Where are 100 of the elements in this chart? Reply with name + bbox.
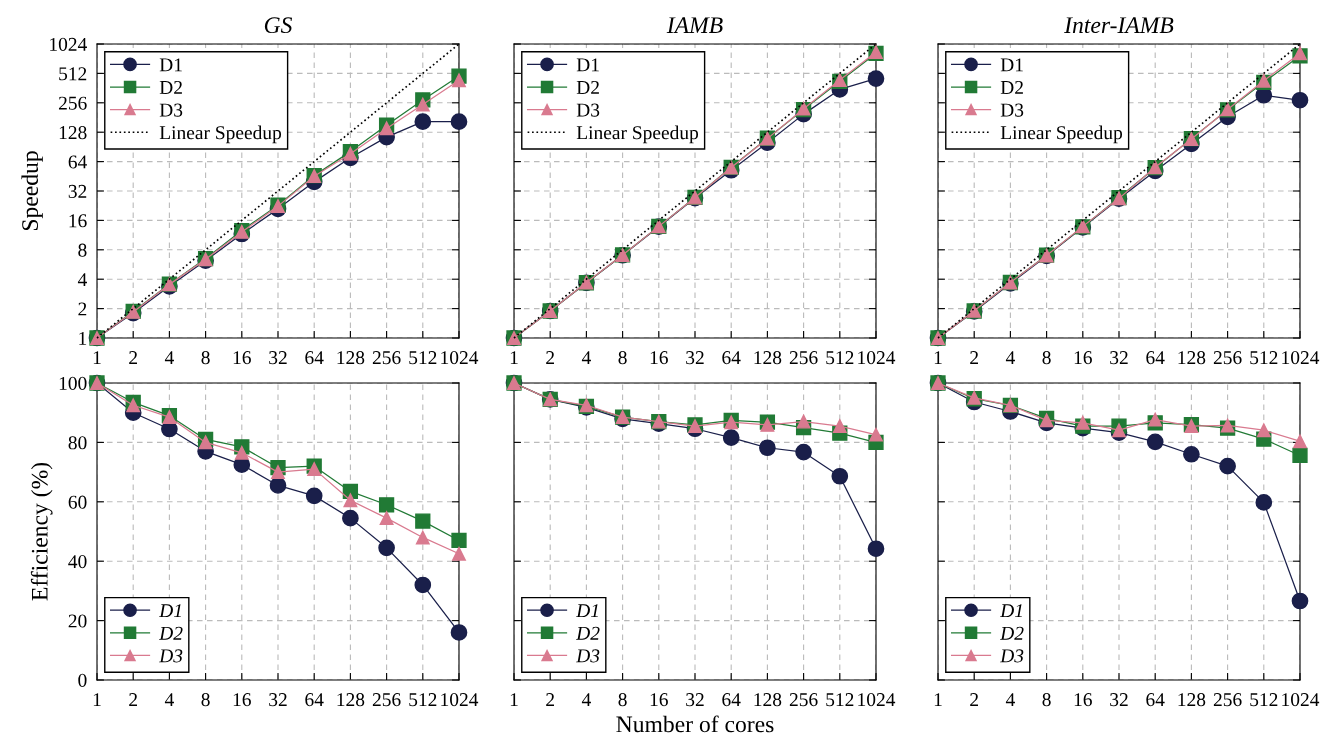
x-tick-label: 64 <box>1146 351 1165 365</box>
legend-label: D2 <box>159 80 182 94</box>
x-tick-label: 32 <box>269 693 287 707</box>
legend-label: D3 <box>576 103 600 117</box>
y-tick-label: 8 <box>78 243 87 257</box>
x-tick-label: 64 <box>1146 693 1165 707</box>
legend-label: D1 <box>1000 58 1023 72</box>
chart-title: IAMB <box>666 17 723 33</box>
x-tick-label: 16 <box>233 693 251 707</box>
x-tick-label: 8 <box>618 693 627 707</box>
x-tick-label: 256 <box>789 693 818 707</box>
y-tick-label: 256 <box>58 96 87 110</box>
chart-title: GS <box>264 17 293 34</box>
x-tick-label: 1 <box>934 351 942 364</box>
legend-label: D1 <box>1000 604 1022 618</box>
y-axis-title: Speedup <box>21 151 43 231</box>
y-tick-label: 128 <box>59 126 87 140</box>
x-tick-label: 4 <box>164 351 174 364</box>
x-tick-label: 64 <box>305 351 324 365</box>
y-tick-label: 80 <box>68 436 87 450</box>
legend-label: D2 <box>1000 80 1023 94</box>
x-tick-label: 128 <box>337 693 365 707</box>
x-tick-label: 256 <box>372 693 401 707</box>
y-tick-label: 512 <box>59 67 87 81</box>
x-tick-label: 64 <box>722 351 741 365</box>
x-tick-label: 512 <box>826 693 854 707</box>
x-tick-label: 32 <box>1110 351 1128 365</box>
y-tick-label: 32 <box>68 184 87 198</box>
legend-label: D3 <box>576 649 600 663</box>
x-tick-label: 128 <box>337 351 365 365</box>
x-tick-label: 4 <box>1005 351 1015 364</box>
legend-label: Linear Speedup <box>576 125 699 144</box>
chart-title: Inter-IAMB <box>1064 17 1174 34</box>
legend-label: D1 <box>159 604 181 618</box>
x-tick-label: 16 <box>650 351 668 365</box>
x-tick-label: 16 <box>650 693 668 707</box>
x-tick-label: 1 <box>93 693 101 706</box>
x-tick-label: 2 <box>970 693 978 706</box>
x-tick-label: 2 <box>546 351 554 364</box>
x-tick-label: 1 <box>934 693 942 706</box>
x-axis-title: Number of cores <box>616 715 774 733</box>
legend-label: D1 <box>576 604 598 618</box>
legend-label: D3 <box>1000 103 1024 117</box>
x-tick-label: 512 <box>1250 693 1278 707</box>
y-tick-label: 1024 <box>50 37 87 51</box>
x-tick-label: 32 <box>269 351 287 365</box>
x-tick-label: 512 <box>409 351 437 365</box>
y-tick-label: 40 <box>68 555 87 569</box>
legend-label: D1 <box>576 58 599 72</box>
y-axis-title: Efficiency (%) <box>30 462 53 601</box>
x-tick-label: 16 <box>1074 693 1092 707</box>
x-tick-label: 2 <box>546 693 554 706</box>
legend-label: D1 <box>159 58 182 72</box>
x-tick-label: 16 <box>233 351 251 365</box>
x-tick-label: 512 <box>826 351 854 365</box>
y-tick-label: 4 <box>77 273 87 286</box>
legend-label: D3 <box>1000 649 1024 663</box>
x-tick-label: 256 <box>1213 693 1242 707</box>
y-tick-label: 2 <box>78 302 87 316</box>
x-tick-label: 64 <box>305 693 324 707</box>
x-tick-label: 512 <box>409 693 437 707</box>
x-tick-label: 1 <box>93 351 101 364</box>
x-tick-label: 128 <box>1178 351 1206 365</box>
x-tick-label: 1 <box>510 351 518 364</box>
x-tick-label: 256 <box>372 351 401 365</box>
x-tick-label: 8 <box>201 693 210 707</box>
x-tick-label: 1 <box>510 693 518 706</box>
x-tick-label: 32 <box>1110 693 1128 707</box>
y-tick-label: 60 <box>68 495 87 509</box>
y-tick-label: 64 <box>68 155 87 169</box>
x-tick-label: 1024 <box>858 351 896 365</box>
legend-label: D3 <box>159 103 183 117</box>
x-tick-label: 256 <box>1213 351 1242 365</box>
x-tick-label: 128 <box>754 351 782 365</box>
legend-label: D2 <box>159 626 183 640</box>
x-tick-label: 8 <box>618 351 627 365</box>
x-tick-label: 2 <box>129 693 137 706</box>
y-tick-label: 0 <box>78 673 87 687</box>
x-tick-label: 4 <box>1005 693 1015 706</box>
y-tick-label: 100 <box>59 376 87 390</box>
x-tick-label: 512 <box>1250 351 1278 365</box>
x-tick-label: 4 <box>164 693 174 706</box>
x-tick-label: 128 <box>1178 693 1206 707</box>
x-tick-label: 128 <box>754 693 782 707</box>
legend-label: Linear Speedup <box>1000 125 1123 144</box>
x-tick-label: 2 <box>970 351 978 364</box>
x-tick-label: 1024 <box>441 351 479 365</box>
legend-label: D2 <box>576 626 600 640</box>
legend-label: D2 <box>576 80 599 94</box>
x-tick-label: 32 <box>686 351 704 365</box>
x-tick-label: 32 <box>686 693 704 707</box>
y-tick-label: 1 <box>79 331 87 345</box>
x-tick-label: 256 <box>789 351 818 365</box>
x-tick-label: 1024 <box>441 693 479 707</box>
x-tick-label: 16 <box>1074 351 1092 365</box>
legend-label: D2 <box>1000 626 1024 640</box>
x-tick-label: 8 <box>201 351 210 365</box>
y-tick-label: 16 <box>69 214 87 228</box>
x-tick-label: 1024 <box>1282 351 1320 365</box>
x-tick-label: 1024 <box>1282 693 1320 707</box>
